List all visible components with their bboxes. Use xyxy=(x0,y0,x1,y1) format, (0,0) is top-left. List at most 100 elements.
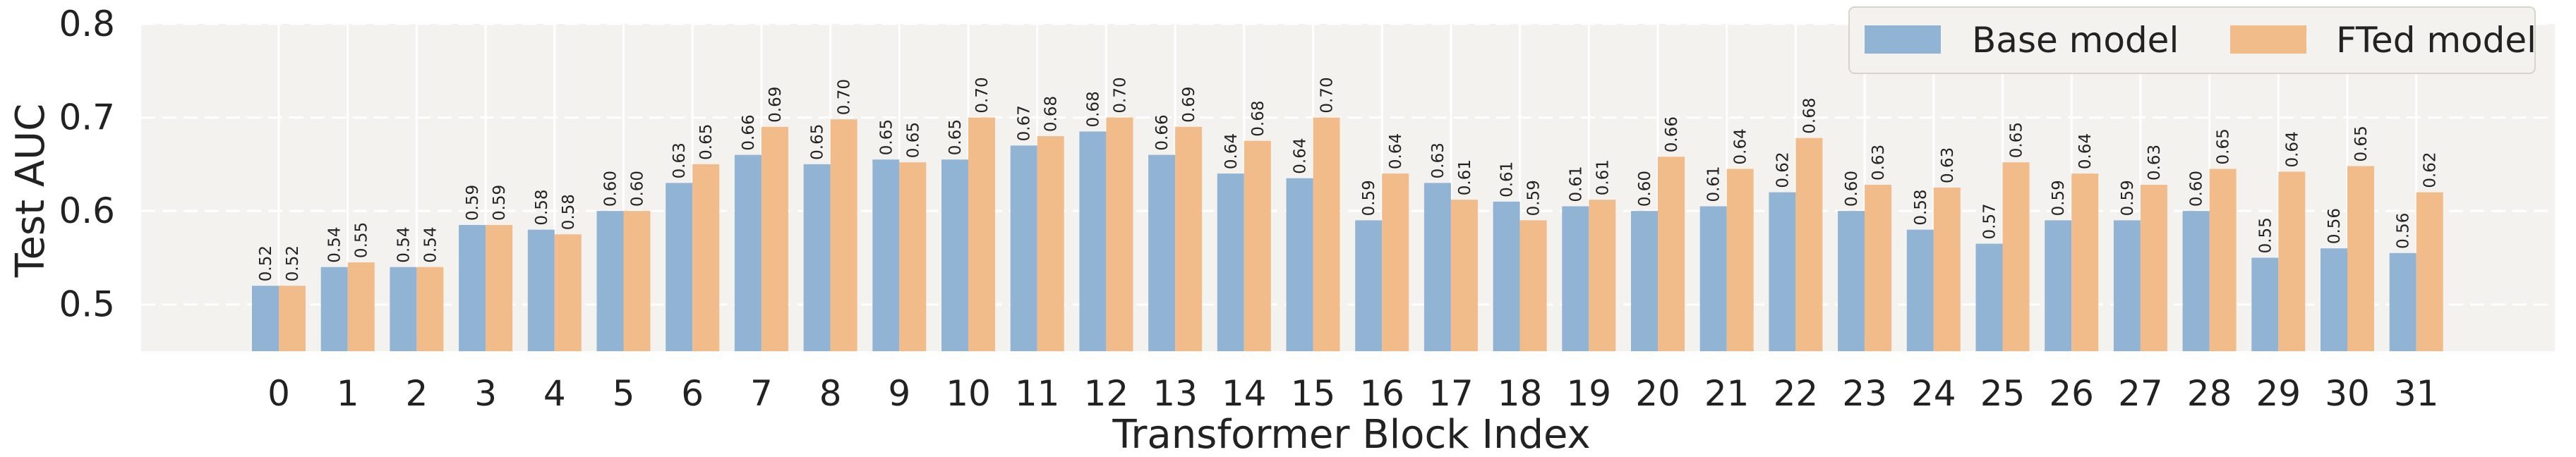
y-tick-label: 0.7 xyxy=(59,97,115,138)
x-tick-label: 9 xyxy=(888,373,910,414)
bar-base-model xyxy=(1975,243,2003,351)
bar-base-model xyxy=(596,211,624,351)
data-label-fted-model: 0.65 xyxy=(697,124,716,160)
bar-base-model xyxy=(2182,211,2210,351)
data-label-fted-model: 0.61 xyxy=(1456,159,1474,195)
data-label-base-model: 0.66 xyxy=(1153,114,1172,150)
legend-label-base-model: Base model xyxy=(1972,20,2179,61)
x-tick-label: 25 xyxy=(1980,373,2026,414)
data-label-fted-model: 0.65 xyxy=(2215,128,2233,164)
bar-fted-model xyxy=(1726,169,1754,351)
bar-fted-model xyxy=(1175,126,1203,352)
bar-fted-model xyxy=(692,164,720,351)
x-tick-label: 12 xyxy=(1084,373,1129,414)
x-tick-label: 21 xyxy=(1704,373,1750,414)
bar-base-model xyxy=(666,183,693,351)
x-tick-label: 31 xyxy=(2394,373,2439,414)
data-label-fted-model: 0.64 xyxy=(1732,128,1750,164)
data-label-base-model: 0.64 xyxy=(1292,138,1310,174)
x-tick-label: 29 xyxy=(2256,373,2301,414)
bar-base-model xyxy=(872,159,900,351)
x-tick-label: 23 xyxy=(1842,373,1887,414)
x-tick-label: 18 xyxy=(1498,373,1543,414)
data-label-fted-model: 0.64 xyxy=(1387,133,1405,169)
bar-base-model xyxy=(1217,173,1244,351)
x-tick-label: 17 xyxy=(1428,373,1474,414)
data-label-base-model: 0.56 xyxy=(2395,213,2413,249)
data-label-fted-model: 0.64 xyxy=(2283,131,2301,167)
y-tick-label: 0.5 xyxy=(59,284,115,325)
x-tick-label: 7 xyxy=(750,373,773,414)
bar-base-model xyxy=(1355,220,1383,351)
bar-base-model xyxy=(2251,257,2279,351)
data-labels: 0.52 0.54 0.54 0.59 0.58 0.60 0.63 0.66 0.65 0.65… xyxy=(257,77,2440,281)
data-label-fted-model: 0.60 xyxy=(629,171,647,207)
bar-base-model xyxy=(2113,220,2141,351)
data-label-fted-model: 0.70 xyxy=(973,77,992,113)
bar-base-model xyxy=(459,225,486,351)
bar-base-model xyxy=(2321,248,2347,351)
bar-fted-model xyxy=(1658,157,1685,351)
data-label-base-model: 0.54 xyxy=(395,226,413,262)
bar-fted-model xyxy=(761,126,788,352)
bar-fted-model xyxy=(1519,220,1547,351)
bar-base-model xyxy=(1769,192,1796,351)
data-label-fted-model: 0.69 xyxy=(766,87,785,123)
x-tick-label: 3 xyxy=(474,373,497,414)
data-label-base-model: 0.67 xyxy=(1016,105,1034,141)
y-axis-label: Test AUC xyxy=(8,104,54,278)
bar-base-model xyxy=(390,267,417,351)
bar-base-model xyxy=(1493,201,1520,351)
data-label-base-model: 0.65 xyxy=(946,119,965,155)
data-label-fted-model: 0.63 xyxy=(2145,145,2164,181)
bar-fted-model xyxy=(2002,162,2030,351)
x-tick-label: 2 xyxy=(405,373,428,414)
bar-fted-model xyxy=(2347,166,2374,351)
bar-base-model xyxy=(2389,252,2416,351)
x-axis-label: Transformer Block Index xyxy=(1112,412,1590,457)
bar-fted-model xyxy=(1106,117,1133,352)
data-label-base-model: 0.56 xyxy=(2325,208,2344,244)
data-label-base-model: 0.59 xyxy=(2050,180,2068,216)
x-tick-label: 27 xyxy=(2118,373,2163,414)
bar-fted-model xyxy=(623,211,651,351)
x-tick-label: 26 xyxy=(2049,373,2094,414)
bar-base-model xyxy=(734,154,762,351)
bar-fted-model xyxy=(279,286,306,351)
x-tick-label: 30 xyxy=(2325,373,2370,414)
data-label-base-model: 0.54 xyxy=(326,226,344,262)
bar-base-model xyxy=(1838,211,1865,351)
bar-fted-model xyxy=(899,162,927,351)
data-label-fted-model: 0.58 xyxy=(560,194,578,230)
bar-fted-model xyxy=(1382,173,1409,351)
bar-base-model xyxy=(1562,206,1589,351)
data-label-fted-model: 0.68 xyxy=(1800,98,1819,134)
bar-base-model xyxy=(320,267,348,351)
bar-fted-model xyxy=(554,234,582,351)
bar-fted-model xyxy=(968,117,995,352)
x-tick-label: 0 xyxy=(267,373,290,414)
data-label-base-model: 0.65 xyxy=(809,124,827,160)
bar-fted-model xyxy=(1037,136,1064,352)
bar-fted-model xyxy=(1933,188,1961,351)
bar-fted-model xyxy=(347,262,375,351)
x-tick-label: 14 xyxy=(1222,373,1267,414)
x-tick-label: 13 xyxy=(1152,373,1198,414)
data-label-fted-model: 0.52 xyxy=(284,245,302,281)
data-label-fted-model: 0.61 xyxy=(1594,159,1612,195)
bar-base-model xyxy=(803,164,831,351)
x-tick-label: 19 xyxy=(1566,373,1611,414)
x-axis-ticks: 0 1 2 3 4 5 6 7 8 9 10 11 12 13 14 15 16 17 18 19 20 21 22 23 24… xyxy=(267,373,2438,414)
data-label-base-model: 0.61 xyxy=(1705,166,1723,202)
x-tick-label: 28 xyxy=(2187,373,2232,414)
bar-base-model xyxy=(1286,178,1313,351)
data-label-base-model: 0.59 xyxy=(2119,180,2137,216)
x-tick-label: 24 xyxy=(1911,373,1956,414)
data-label-base-model: 0.63 xyxy=(1429,142,1448,178)
data-label-fted-model: 0.59 xyxy=(1525,180,1543,216)
x-tick-label: 20 xyxy=(1635,373,1680,414)
x-tick-label: 16 xyxy=(1359,373,1404,414)
bar-base-model xyxy=(527,229,555,351)
bar-fted-model xyxy=(1865,185,1892,351)
